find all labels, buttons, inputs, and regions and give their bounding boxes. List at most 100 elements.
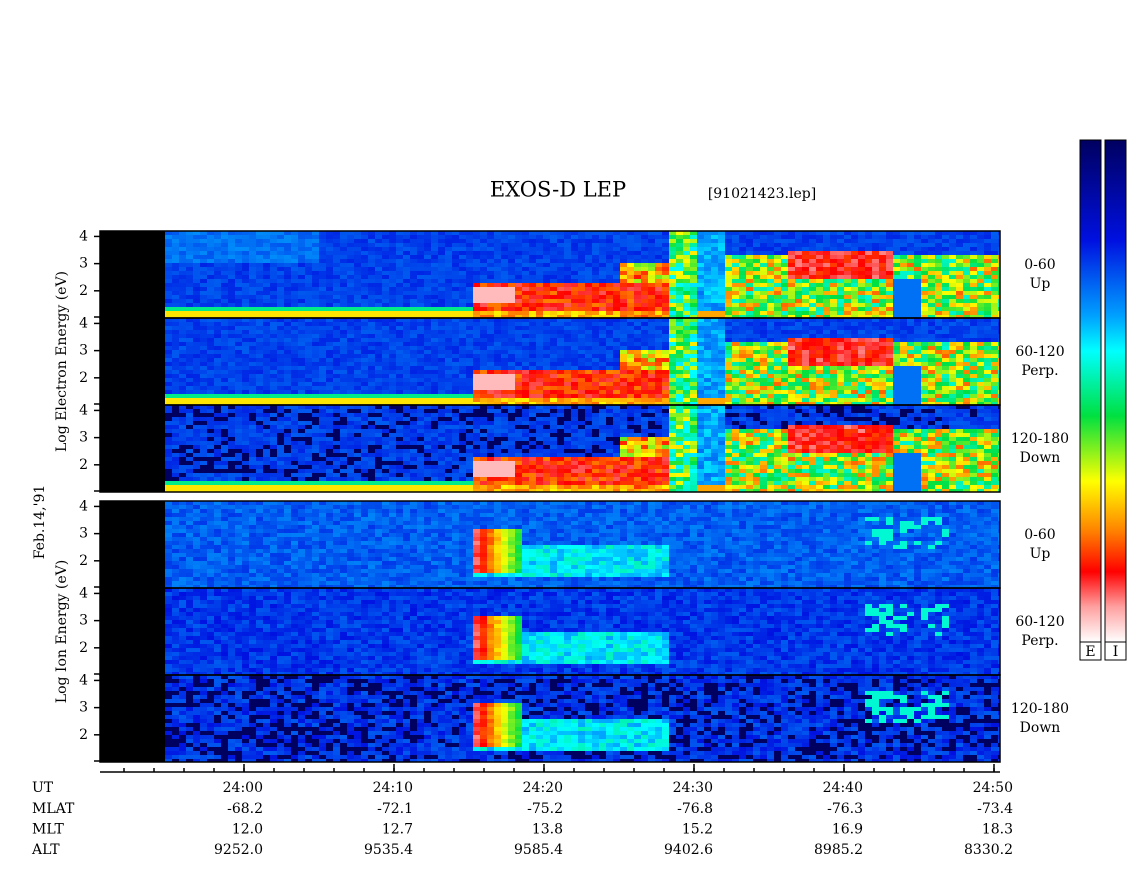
spectrogram-cell <box>501 338 509 343</box>
spectrogram-cell <box>452 350 460 355</box>
spectrogram-cell <box>557 342 565 347</box>
spectrogram-cell <box>774 338 782 343</box>
spectrogram-cell <box>396 287 404 292</box>
spectrogram-cell <box>277 370 285 375</box>
spectrogram-cell <box>487 315 495 319</box>
spectrogram-cell <box>641 322 649 327</box>
spectrogram-cell <box>655 235 663 240</box>
spectrogram-cell <box>627 239 635 244</box>
spectrogram-cell <box>879 382 887 387</box>
spectrogram-cell <box>725 279 733 284</box>
spectrogram-cell <box>732 378 740 383</box>
spectrogram-cell <box>592 239 600 244</box>
spectrogram-cell <box>830 303 838 308</box>
spectrogram-cell <box>655 307 663 312</box>
spectrogram-cell <box>473 275 481 280</box>
spectrogram-cell <box>669 402 677 406</box>
spectrogram-cell <box>557 307 565 312</box>
spectrogram-cell <box>830 295 838 300</box>
spectrogram-cell <box>480 322 488 327</box>
spectrogram-cell <box>711 311 719 316</box>
spectrogram-cell <box>557 231 565 236</box>
spectrogram-cell <box>368 342 376 347</box>
spectrogram-cell <box>760 362 768 367</box>
spectrogram-cell <box>935 315 943 319</box>
spectrogram-cell <box>781 366 789 371</box>
spectrogram-cell <box>263 295 271 300</box>
spectrogram-cell <box>711 279 719 284</box>
spectrogram-cell <box>319 275 327 280</box>
spectrogram-cell <box>690 295 698 300</box>
spectrogram-cell <box>249 354 257 359</box>
spectrogram-cell <box>844 346 852 351</box>
spectrogram-cell <box>270 231 278 236</box>
spectrogram-cell <box>179 362 187 367</box>
spectrogram-cell <box>739 243 747 248</box>
spectrogram-cell <box>494 315 502 319</box>
spectrogram-cell <box>445 267 453 272</box>
spectrogram-cell <box>928 311 936 316</box>
spectrogram-cell <box>935 271 943 276</box>
spectrogram-cell <box>592 307 600 312</box>
spectrogram-cell <box>382 398 390 403</box>
spectrogram-cell <box>655 398 663 403</box>
spectrogram-cell <box>543 231 551 236</box>
spectrogram-cell <box>200 311 208 316</box>
spectrogram-cell <box>760 271 768 276</box>
spectrogram-cell <box>347 267 355 272</box>
spectrogram-cell <box>998 255 1001 260</box>
spectrogram-cell <box>830 366 838 371</box>
spectrogram-cell <box>221 231 229 236</box>
spectrogram-cell <box>788 235 796 240</box>
spectrogram-cell <box>613 390 621 395</box>
spectrogram-cell <box>207 322 215 327</box>
spectrogram-cell <box>543 303 551 308</box>
spectrogram-cell <box>270 271 278 276</box>
spectrogram-cell <box>326 271 334 276</box>
spectrogram-cell <box>291 346 299 351</box>
spectrogram-cell <box>557 283 565 288</box>
spectrogram-cell <box>690 239 698 244</box>
spectrogram-cell <box>179 307 187 312</box>
spectrogram-cell <box>802 255 810 260</box>
spectrogram-cell <box>396 346 404 351</box>
spectrogram-cell <box>816 386 824 391</box>
spectrogram-cell <box>844 358 852 363</box>
spectrogram-cell <box>676 239 684 244</box>
spectrogram-cell <box>865 287 873 292</box>
spectrogram-cell <box>641 311 649 316</box>
spectrogram-cell <box>480 279 488 284</box>
spectrogram-cell <box>361 378 369 383</box>
spectrogram-cell <box>200 259 208 264</box>
spectrogram-cell <box>452 303 460 308</box>
spectrogram-cell <box>228 370 236 375</box>
spectrogram-cell <box>991 315 999 319</box>
spectrogram-cell <box>354 386 362 391</box>
spectrogram-cell <box>949 271 957 276</box>
spectrogram-cell <box>410 378 418 383</box>
spectrogram-cell <box>620 303 628 308</box>
spectrogram-cell <box>361 362 369 367</box>
spectrogram-cell <box>445 315 453 319</box>
spectrogram-cell <box>242 275 250 280</box>
spectrogram-cell <box>676 358 684 363</box>
spectrogram-cell <box>851 350 859 355</box>
spectrogram-cell <box>207 378 215 383</box>
spectrogram-cell <box>676 275 684 280</box>
spectrogram-cell <box>634 366 642 371</box>
spectrogram-cell <box>466 243 474 248</box>
spectrogram-cell <box>235 231 243 236</box>
spectrogram-cell <box>354 283 362 288</box>
spectrogram-cell <box>508 295 516 300</box>
spectrogram-cell <box>893 315 901 319</box>
spectrogram-cell <box>585 362 593 367</box>
spectrogram-cell <box>452 283 460 288</box>
spectrogram-cell <box>557 239 565 244</box>
spectrogram-cell <box>417 318 425 323</box>
spectrogram-cell <box>375 374 383 379</box>
spectrogram-cell <box>956 315 964 319</box>
spectrogram-cell <box>277 279 285 284</box>
spectrogram-cell <box>179 291 187 296</box>
spectrogram-cell <box>872 318 880 323</box>
spectrogram-cell <box>445 338 453 343</box>
